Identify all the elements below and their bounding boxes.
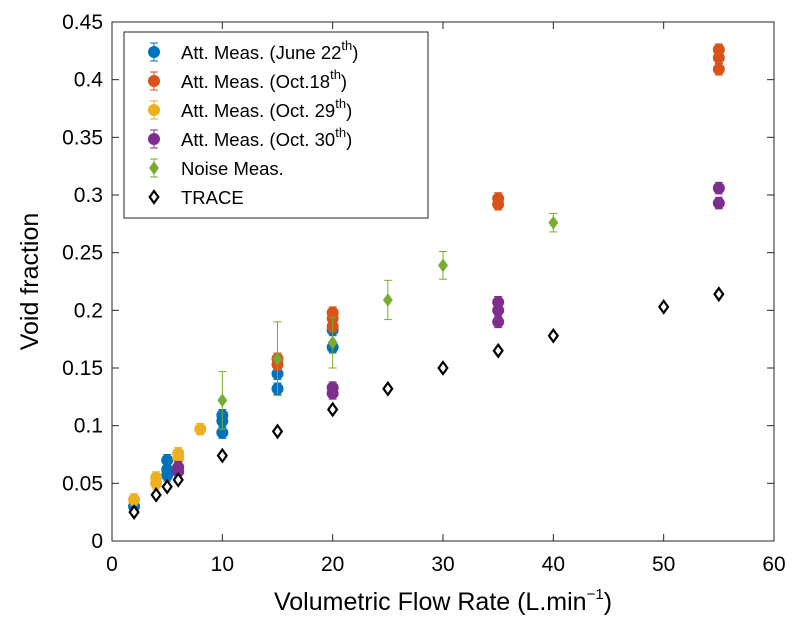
x-tick-label: 0 (106, 553, 118, 576)
data-point (272, 351, 283, 366)
x-tick-label: 60 (762, 553, 785, 576)
legend-item: TRACE (148, 187, 244, 208)
legend-marker (148, 46, 160, 58)
series-3 (172, 181, 725, 479)
legend-item: Att. Meas. (Oct.18th) (148, 67, 347, 92)
data-point (150, 486, 162, 503)
y-tick-label: 0.15 (62, 357, 103, 380)
y-axis-label: Void fraction (16, 213, 44, 351)
y-tick-label: 0.45 (62, 11, 103, 34)
x-tick-label: 30 (431, 553, 454, 576)
series-4 (217, 212, 559, 430)
legend-item: Att. Meas. (June 22th) (148, 38, 358, 63)
data-point (382, 380, 394, 397)
data-point (161, 478, 173, 495)
data-point (128, 504, 140, 521)
y-tick-label: 0.3 (74, 184, 103, 207)
legend-label: Att. Meas. (Oct.18th) (181, 67, 347, 92)
legend-label: Noise Meas. (181, 158, 284, 179)
y-tick-label: 0.35 (62, 126, 103, 149)
data-point (438, 258, 448, 273)
x-axis-label-superscript: −1 (587, 586, 604, 603)
data-point (194, 423, 207, 436)
legend-label: Att. Meas. (Oct. 30th) (181, 125, 352, 150)
legend-marker (148, 189, 160, 205)
legend-marker (148, 104, 160, 116)
data-point (492, 198, 505, 211)
data-marks (128, 43, 725, 521)
data-point (327, 335, 338, 350)
data-point (326, 401, 339, 418)
data-point (713, 286, 725, 303)
data-point (547, 327, 560, 344)
y-tick-label: 0.05 (62, 472, 103, 495)
data-point (712, 182, 725, 195)
legend-label: TRACE (181, 187, 244, 208)
legend-item: Noise Meas. (149, 158, 284, 179)
legend-marker (149, 161, 159, 175)
x-axis-label: Volumetric Flow Rate (L.min−1) (274, 586, 612, 616)
data-point (128, 493, 141, 506)
data-point (216, 447, 229, 464)
y-tick-label: 0.4 (74, 69, 104, 92)
x-tick-label: 20 (321, 553, 344, 576)
y-tick-label: 0.25 (62, 242, 103, 265)
x-tick-label: 10 (211, 553, 234, 576)
axis-ticks: 0 10 20 30 40 50 60 0 0.05 0.1 0.15 0.2 0.25 0.3 0.35 0… (62, 11, 786, 576)
series-2 (128, 422, 207, 506)
legend-marker (148, 75, 160, 87)
data-point (326, 387, 339, 400)
legend-box (123, 31, 429, 219)
legend-label: Att. Meas. (Oct. 29th) (181, 96, 352, 121)
legend-item: Att. Meas. (Oct. 30th) (148, 125, 352, 150)
data-point (712, 51, 725, 64)
data-point (492, 315, 505, 328)
legend-label: Att. Meas. (June 22th) (181, 38, 358, 63)
data-point (712, 197, 725, 210)
data-point (548, 215, 559, 230)
y-tick-label: 0.2 (74, 299, 103, 322)
data-point (492, 304, 505, 317)
legend-item: Att. Meas. (Oct. 29th) (148, 96, 352, 121)
y-tick-label: 0 (91, 530, 103, 553)
data-point (382, 293, 393, 307)
legend-marker (148, 133, 160, 145)
data-point (492, 342, 504, 359)
x-tick-label: 40 (542, 553, 565, 576)
y-tick-label: 0.1 (74, 415, 103, 438)
series-5 (128, 286, 725, 521)
data-point (271, 423, 284, 440)
data-point (712, 63, 725, 76)
data-point (172, 471, 184, 488)
data-point (437, 360, 449, 376)
legend: Att. Meas. (June 22th) Att. Meas. (Oct.18… (123, 31, 429, 219)
data-point (217, 393, 228, 408)
data-point (657, 298, 670, 315)
x-tick-label: 50 (652, 553, 675, 576)
